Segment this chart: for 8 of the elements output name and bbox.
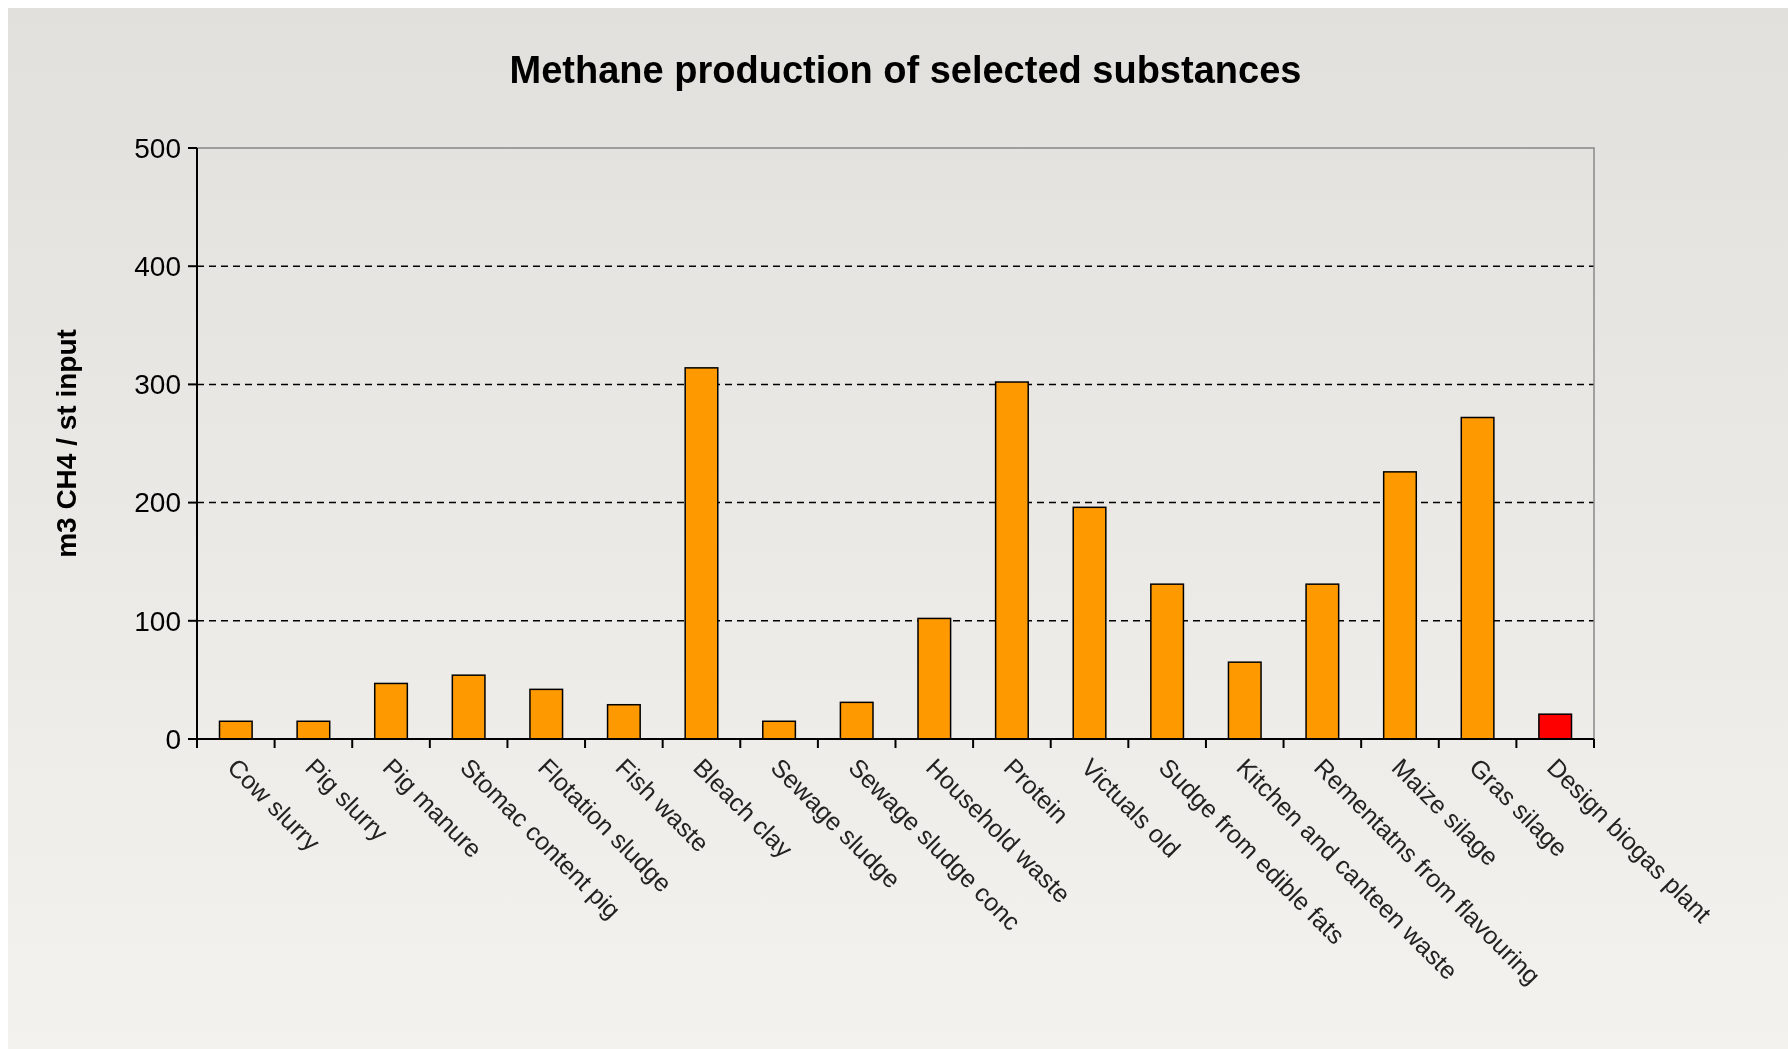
y-tick-label: 100 (134, 605, 181, 637)
y-axis-title: m3 CH4 / st input (51, 329, 82, 558)
y-tick-label: 500 (134, 132, 181, 164)
y-tick-label: 300 (134, 369, 181, 401)
y-tick-label: 400 (134, 251, 181, 282)
y-tick-label: 200 (134, 487, 181, 519)
y-tick-label: 0 (165, 723, 181, 755)
chart-title: Methane production of selected substances (509, 49, 1302, 91)
